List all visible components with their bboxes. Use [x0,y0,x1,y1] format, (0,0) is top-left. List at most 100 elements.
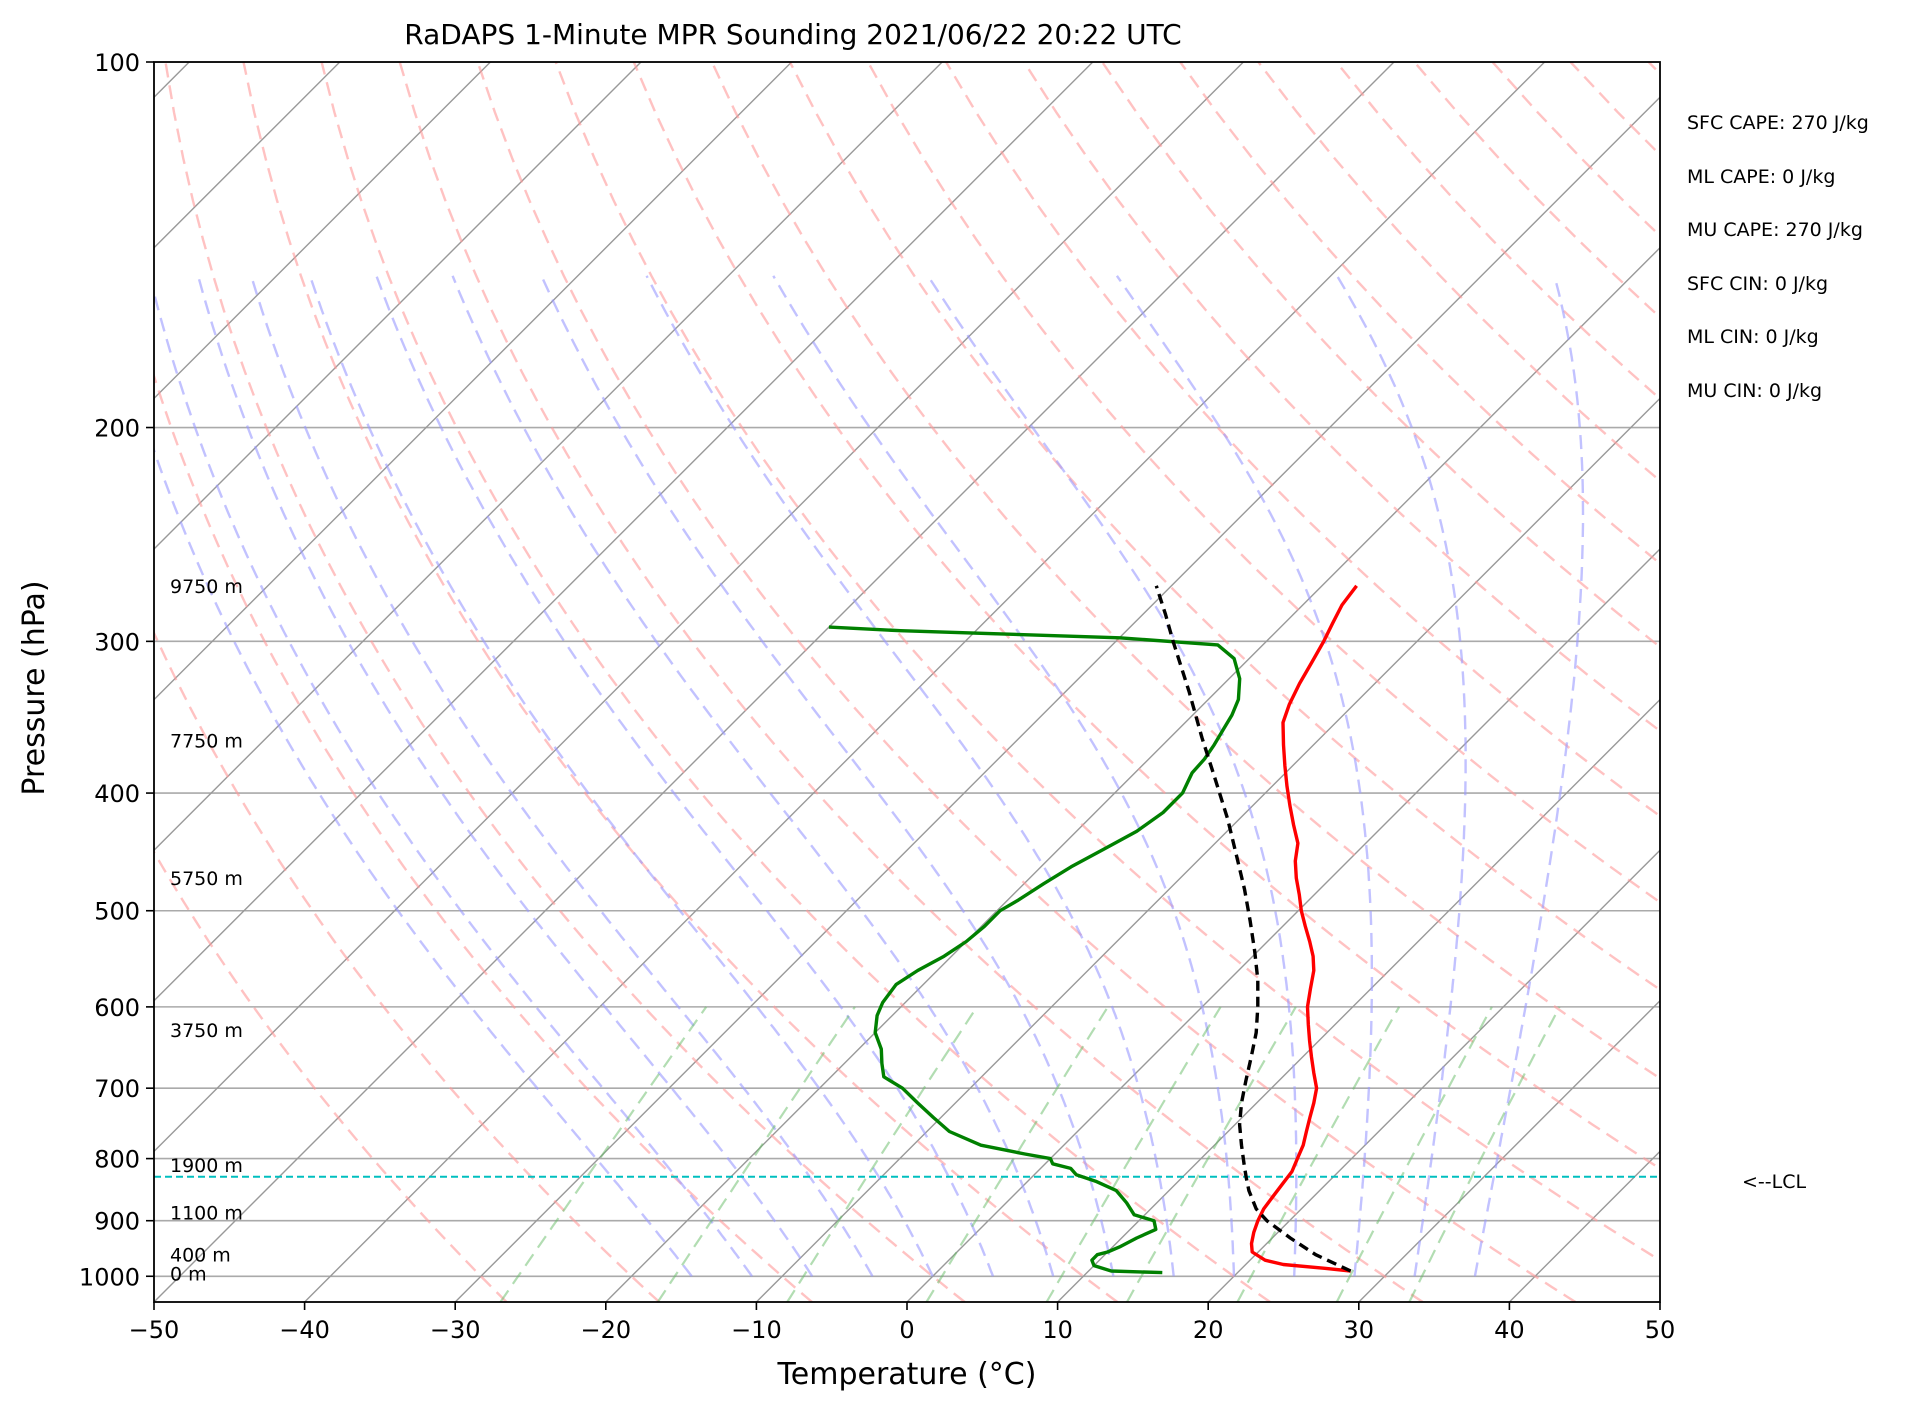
isotherm-line [154,62,1244,1153]
mixing-ratio-line [1236,1006,1401,1302]
isotherm-line [304,62,1546,1302]
dry-adiabat [1413,62,1660,319]
x-tick-label: 50 [1645,1316,1676,1344]
isotherm-line [154,62,491,400]
moist-adiabat [1336,275,1467,1277]
mixing-ratio-line [499,1006,708,1302]
dry-adiabat [866,62,1660,904]
x-tick-label: 0 [899,1316,914,1344]
isotherm-line [906,548,1660,1302]
height-label: 1900 m [170,1155,243,1177]
dry-adiabat [1335,62,1660,401]
moist-adiabat [451,275,1055,1277]
annotation-sfc-cape: SFC CAPE: 270 J/kg [1687,112,1869,134]
y-axis-label: Pressure (hPa) [17,580,52,795]
dry-adiabat [1023,62,1660,733]
chart-title: RaDAPS 1-Minute MPR Sounding 2021/06/22 … [404,18,1181,51]
moist-adiabat [375,275,995,1277]
isotherm-line [1207,849,1660,1302]
temperature-profile [1249,584,1358,1273]
height-label: 9750 m [170,576,243,598]
isotherm-line [154,62,642,550]
dry-adiabat [242,62,1119,1302]
cape-cin-annotations: SFC CAPE: 270 J/kg ML CAPE: 0 J/kg MU CA… [1687,112,1869,402]
height-label: 5750 m [170,868,243,890]
moist-adiabat [645,275,1175,1277]
height-label: 1100 m [170,1202,243,1224]
dry-adiabat [554,62,1660,1262]
annotation-mu-cape: MU CAPE: 270 J/kg [1687,219,1863,241]
moist-adiabat [1115,275,1374,1277]
dry-adiabat [1647,62,1660,76]
height-label: 7750 m [170,730,243,752]
x-tick-label: 40 [1494,1316,1525,1344]
mixing-ratio-line [1126,1006,1297,1302]
isotherm-line [454,96,1660,1302]
isotherm-line [755,397,1660,1302]
y-tick-label: 400 [94,780,140,808]
x-tick-label: −10 [731,1316,782,1344]
moist-adiabat [250,275,874,1277]
height-label: 3750 m [170,1020,243,1042]
annotation-sfc-cin: SFC CIN: 0 J/kg [1687,273,1828,295]
y-tick-label: 1000 [79,1263,140,1291]
x-tick-label: −50 [129,1316,180,1344]
moist-adiabat [540,275,1115,1277]
x-axis-label: Temperature (°C) [777,1357,1037,1392]
isotherm-line [154,62,943,852]
moist-adiabat [154,288,753,1277]
x-tick-label: 20 [1193,1316,1224,1344]
y-tick-label: 900 [94,1208,140,1236]
y-tick-label: 300 [94,628,140,656]
dry-adiabat [710,62,1660,1080]
isotherm-line [154,62,1094,1002]
dry-adiabat [398,62,1424,1302]
mixing-ratio-line [656,1006,856,1302]
dry-adiabat [476,62,1577,1302]
height-label: 400 m [170,1245,231,1267]
x-tick-label: 10 [1042,1316,1073,1344]
parcel-profile [1154,585,1352,1273]
x-tick-label: −40 [279,1316,330,1344]
dry-adiabat [1257,62,1660,483]
mixing-ratio-line [786,1006,978,1302]
plot-clip-group [154,62,1911,1302]
isotherm-line [605,246,1660,1302]
lcl-label: <--LCL [1742,1171,1806,1193]
moist-adiabat [154,446,693,1278]
dry-adiabat [1727,62,1911,1302]
annotation-mu-cin: MU CIN: 0 J/kg [1687,380,1822,402]
y-tick-label: 200 [94,415,140,443]
mixing-ratio-line [1335,1006,1493,1302]
mixing-ratio-line [925,1006,1109,1302]
y-tick-label: 500 [94,898,140,926]
y-tick-label: 100 [94,49,140,77]
x-tick-label: 30 [1344,1316,1375,1344]
moist-adiabat [308,275,934,1277]
dry-adiabat [945,62,1660,818]
moist-adiabat [196,275,814,1277]
moist-adiabat [1473,275,1585,1277]
height-label: 0 m [170,1264,207,1286]
dry-adiabat [164,62,966,1302]
annotation-ml-cape: ML CAPE: 0 J/kg [1687,166,1835,188]
isotherm-line [1659,1301,1660,1302]
isotherm-line [154,62,793,701]
y-tick-label: 800 [94,1146,140,1174]
moist-adiabat [772,275,1236,1277]
dewpoint-profile [828,625,1242,1275]
dry-adiabat [1491,62,1660,238]
dry-adiabat [320,62,1271,1302]
dry-adiabat [154,849,508,1302]
isotherm-line [1057,698,1660,1302]
x-tick-label: −30 [430,1316,481,1344]
annotation-ml-cin: ML CIN: 0 J/kg [1687,326,1819,348]
dry-adiabat [154,372,813,1302]
y-tick-label: 700 [94,1075,140,1103]
dry-adiabat [1569,62,1660,157]
x-tick-label: −20 [580,1316,631,1344]
mixing-ratio-line [1045,1006,1222,1302]
y-tick-label: 600 [94,994,140,1022]
